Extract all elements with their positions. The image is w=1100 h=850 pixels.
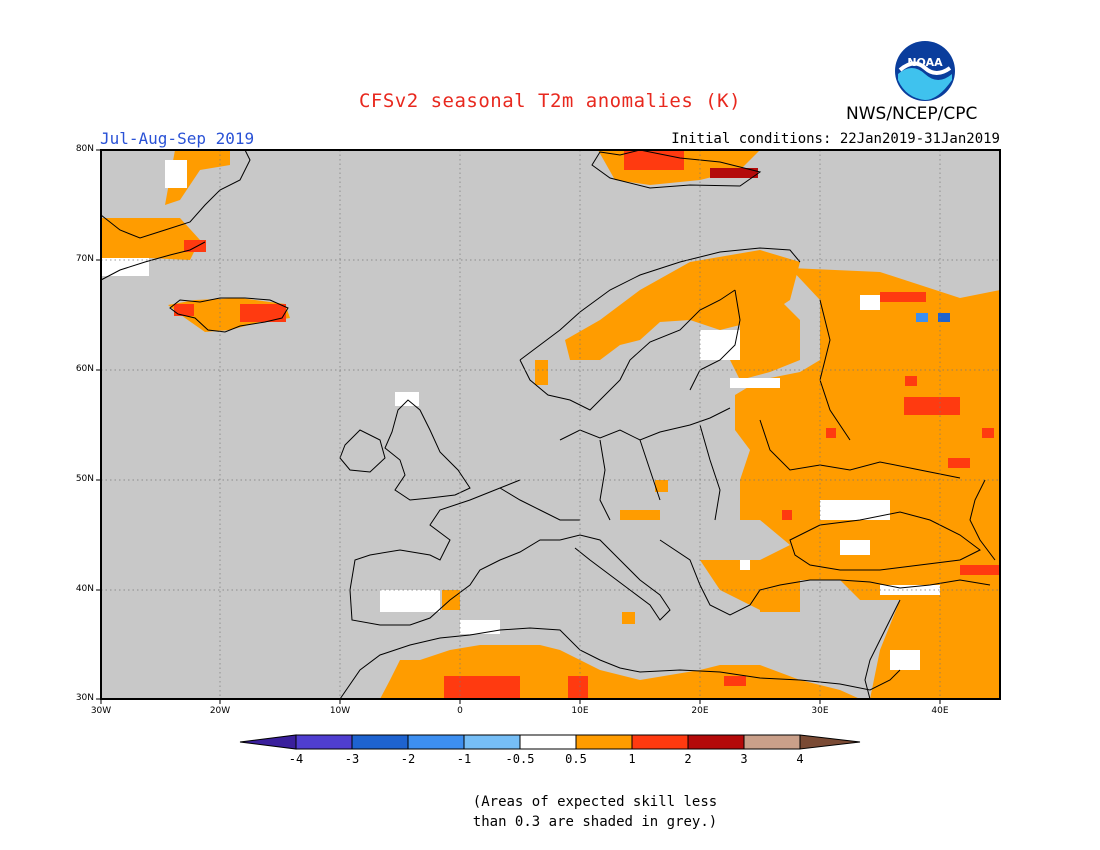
skill-note-line-2: than 0.3 are shaded in grey.) — [472, 814, 718, 830]
colorbar-label: 2 — [684, 752, 692, 766]
colorbar-bin — [743, 734, 801, 750]
lat-label-50n: 50N — [75, 474, 94, 484]
map-title: CFSv2 seasonal T2m anomalies (K) — [358, 90, 742, 112]
season-label: Jul-Aug-Sep 2019 — [100, 129, 255, 148]
lon-label-40e: 40E — [931, 706, 949, 716]
anomaly-map — [96, 149, 1001, 704]
colorbar-label: -0.5 — [505, 752, 535, 766]
anomaly-red-cells — [174, 150, 1000, 698]
colorbar-bin — [519, 734, 577, 750]
lon-label-10e: 10E — [571, 706, 589, 716]
lon-label-0: 0 — [457, 706, 463, 716]
anomaly-blue-cells — [916, 313, 950, 322]
colorbar-low-arrow — [239, 734, 297, 750]
colorbar-label: 1 — [628, 752, 636, 766]
colorbar-bin — [463, 734, 521, 750]
colorbar-label: 4 — [796, 752, 804, 766]
colorbar-bin — [295, 734, 353, 750]
initial-conditions-label: Initial conditions: 22Jan2019-31Jan2019 — [671, 131, 1000, 147]
lat-label-40n: 40N — [75, 584, 94, 594]
lon-label-30w: 30W — [90, 706, 112, 716]
coastlines — [100, 149, 996, 700]
anomaly-darkred-cells — [710, 168, 758, 178]
anomaly-white-cells — [101, 160, 940, 670]
colorbar-bin — [407, 734, 465, 750]
colorbar-bin — [575, 734, 633, 750]
colorbar — [239, 734, 861, 750]
lon-label-20w: 20W — [209, 706, 231, 716]
graticule — [101, 150, 1000, 699]
colorbar-label: -4 — [288, 752, 304, 766]
lon-label-20e: 20E — [691, 706, 709, 716]
colorbar-label: -3 — [344, 752, 360, 766]
lon-label-30e: 30E — [811, 706, 829, 716]
colorbar-bin — [351, 734, 409, 750]
axis-ticks — [96, 149, 941, 704]
skill-note-line-1: (Areas of expected skill less — [472, 794, 718, 810]
colorbar-high-arrow — [799, 734, 861, 750]
colorbar-label: -1 — [456, 752, 472, 766]
lat-label-30n: 30N — [75, 693, 94, 703]
lon-label-10w: 10W — [329, 706, 351, 716]
lat-label-80n: 80N — [75, 144, 94, 154]
colorbar-bin — [687, 734, 745, 750]
colorbar-label: 3 — [740, 752, 748, 766]
agency-label: NWS/NCEP/CPC — [846, 104, 978, 124]
lat-label-70n: 70N — [75, 254, 94, 264]
noaa-logo-text: NOAA — [907, 56, 943, 69]
colorbar-bin — [631, 734, 689, 750]
colorbar-label: 0.5 — [565, 752, 587, 766]
noaa-logo: NOAA — [895, 41, 955, 101]
map-frame — [100, 149, 1001, 700]
lat-label-60n: 60N — [75, 364, 94, 374]
colorbar-label: -2 — [400, 752, 416, 766]
